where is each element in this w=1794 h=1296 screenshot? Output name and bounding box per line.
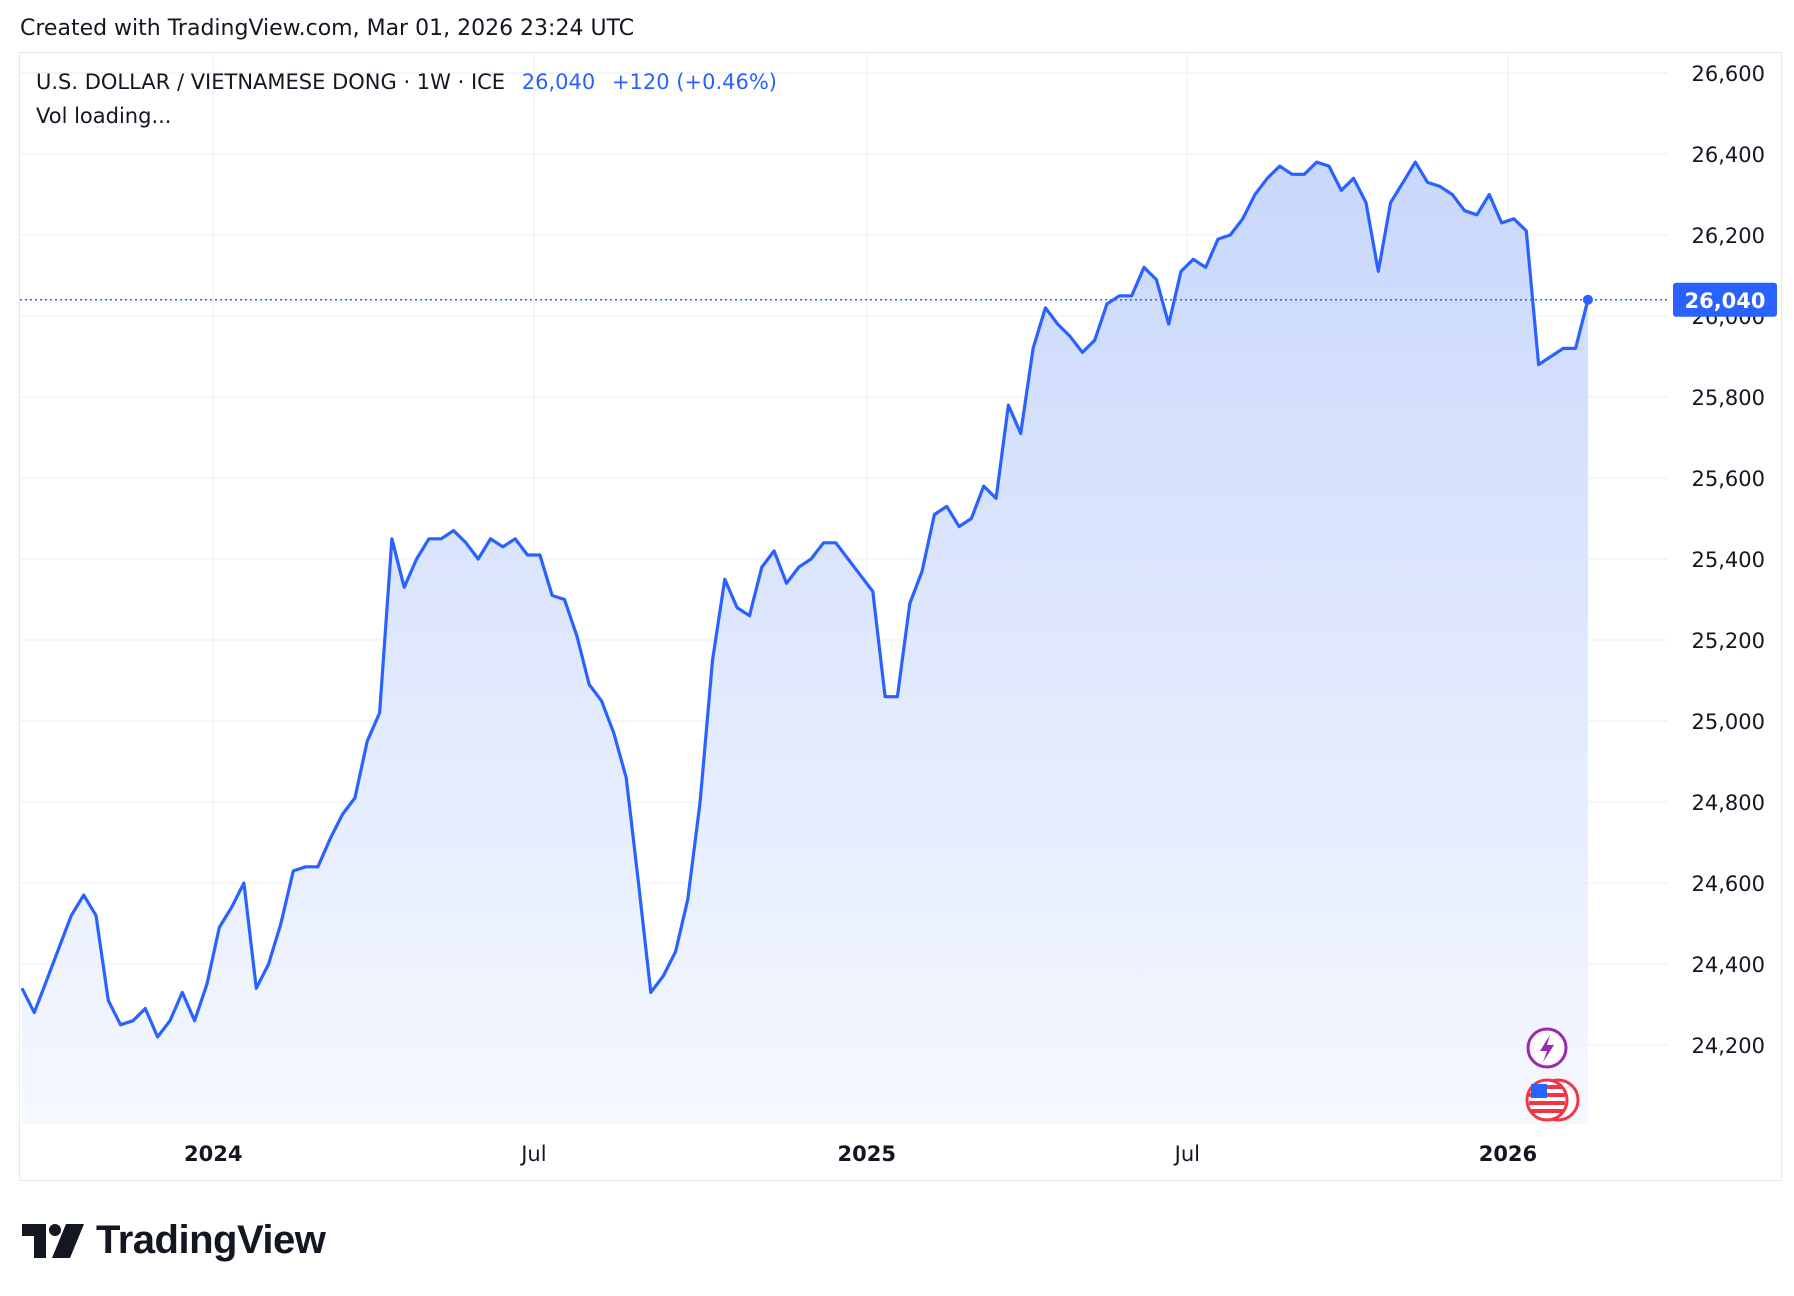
y-tick-label: 26,200 <box>1692 224 1765 248</box>
x-tick-label: 2026 <box>1479 1142 1537 1166</box>
y-tick-label: 25,600 <box>1692 467 1765 491</box>
last-price-tag: 26,040 <box>1673 282 1777 317</box>
y-tick-label: 24,800 <box>1692 791 1765 815</box>
y-tick-label: 24,400 <box>1692 953 1765 977</box>
y-tick-label: 26,400 <box>1692 143 1765 167</box>
y-tick-label: 24,600 <box>1692 872 1765 896</box>
tradingview-wordmark: TradingView <box>96 1218 326 1262</box>
y-tick-label: 25,400 <box>1692 548 1765 572</box>
chart-legend: U.S. DOLLAR / VIETNAMESE DONG · 1W · ICE… <box>36 70 777 94</box>
tradingview-logo-icon <box>22 1223 84 1258</box>
tradingview-logo[interactable]: TradingView <box>22 1218 326 1263</box>
y-tick-label: 25,000 <box>1692 710 1765 734</box>
legend-price: 26,040 <box>521 70 596 94</box>
us-flag-icon[interactable] <box>1525 1078 1580 1122</box>
created-with-caption: Created with TradingView.com, Mar 01, 20… <box>20 16 635 41</box>
y-tick-label: 25,200 <box>1692 629 1765 653</box>
x-axis: 2024 Jul 2025 Jul 2026 <box>184 1142 1537 1166</box>
last-price-tag-label: 26,040 <box>1684 289 1765 313</box>
y-tick-label: 26,600 <box>1692 62 1765 86</box>
symbol-title: U.S. DOLLAR / VIETNAMESE DONG · 1W · ICE <box>36 70 506 94</box>
legend-change: +120 (+0.46%) <box>611 70 777 94</box>
x-tick-label: 2024 <box>184 1142 242 1166</box>
chart-frame <box>19 52 1782 1181</box>
x-tick-label: Jul <box>519 1142 546 1166</box>
volume-status: Vol loading... <box>36 104 172 128</box>
y-axis: 24,200 24,400 24,600 24,800 25,000 25,200 25,4… <box>1692 62 1765 1058</box>
x-tick-label: 2025 <box>838 1142 896 1166</box>
price-area-fill <box>22 162 1588 1125</box>
y-tick-label: 25,800 <box>1692 386 1765 410</box>
price-line <box>20 160 1590 1039</box>
price-chart[interactable]: 24,200 24,400 24,600 24,800 25,000 25,200 25,4… <box>0 0 1794 1200</box>
last-price-point <box>1582 294 1593 305</box>
lightning-icon[interactable] <box>1526 1027 1568 1069</box>
x-tick-label: Jul <box>1173 1142 1200 1166</box>
y-tick-label: 24,200 <box>1692 1034 1765 1058</box>
